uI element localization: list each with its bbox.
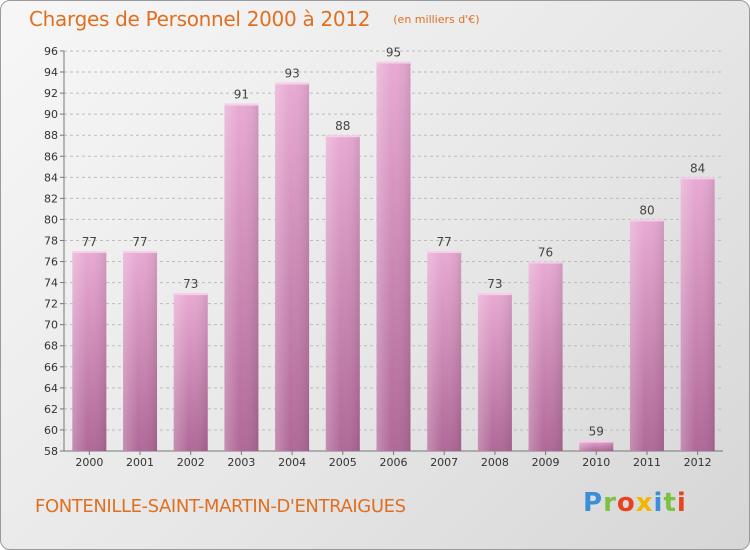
bar-value-label: 80 [639,203,654,217]
bar-value-label: 93 [284,67,299,81]
bar-shine [325,135,360,452]
logo-letter: t [663,488,677,518]
bar-value-label: 95 [386,46,401,60]
bar-shine [427,251,462,451]
y-tick-label: 66 [44,361,58,374]
x-tick-label: 2004 [278,456,306,469]
chart-title-row: Charges de Personnel 2000 à 2012 (en mil… [29,7,480,31]
x-tick-label: 2003 [227,456,255,469]
bar-value-label: 59 [589,424,604,438]
y-tick-label: 70 [44,319,58,332]
x-tick-label: 2006 [380,456,408,469]
x-tick-label: 2007 [430,456,458,469]
bar-value-label: 77 [437,235,452,249]
y-tick-label: 94 [44,66,58,79]
y-tick-label: 60 [44,424,58,437]
y-tick-label: 78 [44,234,58,247]
y-tick-label: 80 [44,213,58,226]
bar-top-edge [427,251,462,253]
logo-letter: i [676,488,687,518]
bar-shine [72,251,107,451]
bar-top-edge [528,261,563,264]
y-tick-label: 88 [44,129,58,142]
bar-shine [275,82,310,451]
bar-top-edge [477,293,512,296]
y-tick-label: 62 [44,403,58,416]
bar-top-edge [123,251,158,253]
y-tick-label: 84 [44,171,58,184]
y-tick-label: 64 [44,382,58,395]
bar-top-edge [173,293,208,296]
bar-top-edge [376,61,411,64]
bar-value-label: 73 [183,277,198,291]
x-tick-label: 2011 [633,456,661,469]
place-name: FONTENILLE-SAINT-MARTIN-D'ENTRAIGUES [35,496,406,517]
bar-value-label: 77 [132,235,147,249]
x-tick-label: 2002 [177,456,205,469]
x-tick-label: 2005 [329,456,357,469]
bar-value-label: 73 [487,277,502,291]
chart-title: Charges de Personnel 2000 à 2012 [29,7,371,31]
x-tick-label: 2009 [532,456,560,469]
bar-top-edge [325,135,360,138]
y-tick-label: 58 [44,445,58,458]
logo-letter: o [616,488,636,518]
bar-top-edge [224,103,259,106]
bar-top-edge [72,251,107,253]
bar-value-label: 76 [538,246,553,260]
logo-letter: x [635,488,654,518]
y-tick-label: 86 [44,150,58,163]
bar-shine [173,293,208,451]
bar-shine [579,440,614,451]
logo-letter: i [653,488,664,518]
bar-top-edge [579,440,614,443]
logo-letter: P [583,488,604,518]
bar-shine [477,293,512,451]
bar-shine [123,251,158,451]
logo-letter: r [603,488,617,518]
bar-top-edge [629,219,664,222]
y-tick-label: 68 [44,340,58,353]
x-tick-label: 2000 [75,456,103,469]
x-tick-label: 2012 [684,456,712,469]
y-tick-label: 74 [44,277,58,290]
bar-value-label: 77 [82,235,97,249]
y-tick-label: 82 [44,192,58,205]
x-tick-label: 2008 [481,456,509,469]
y-tick-label: 96 [44,45,58,58]
x-tick-label: 2001 [126,456,154,469]
bar-shine [224,103,259,451]
y-tick-label: 90 [44,108,58,121]
bar-shine [376,61,411,452]
bar-shine [528,261,563,451]
bar-value-label: 84 [690,161,705,175]
y-tick-label: 92 [44,87,58,100]
chart-unit: (en milliers d'€) [393,13,480,26]
bar-shine [680,177,715,451]
bar-shine [629,219,664,451]
bar-value-label: 88 [335,119,350,133]
x-tick-label: 2010 [582,456,610,469]
bar-value-label: 91 [234,88,249,102]
proxiti-logo: Proxiti [583,488,687,518]
bar-top-edge [275,82,310,85]
bar-top-edge [680,177,715,180]
y-tick-label: 76 [44,256,58,269]
y-tick-label: 72 [44,298,58,311]
